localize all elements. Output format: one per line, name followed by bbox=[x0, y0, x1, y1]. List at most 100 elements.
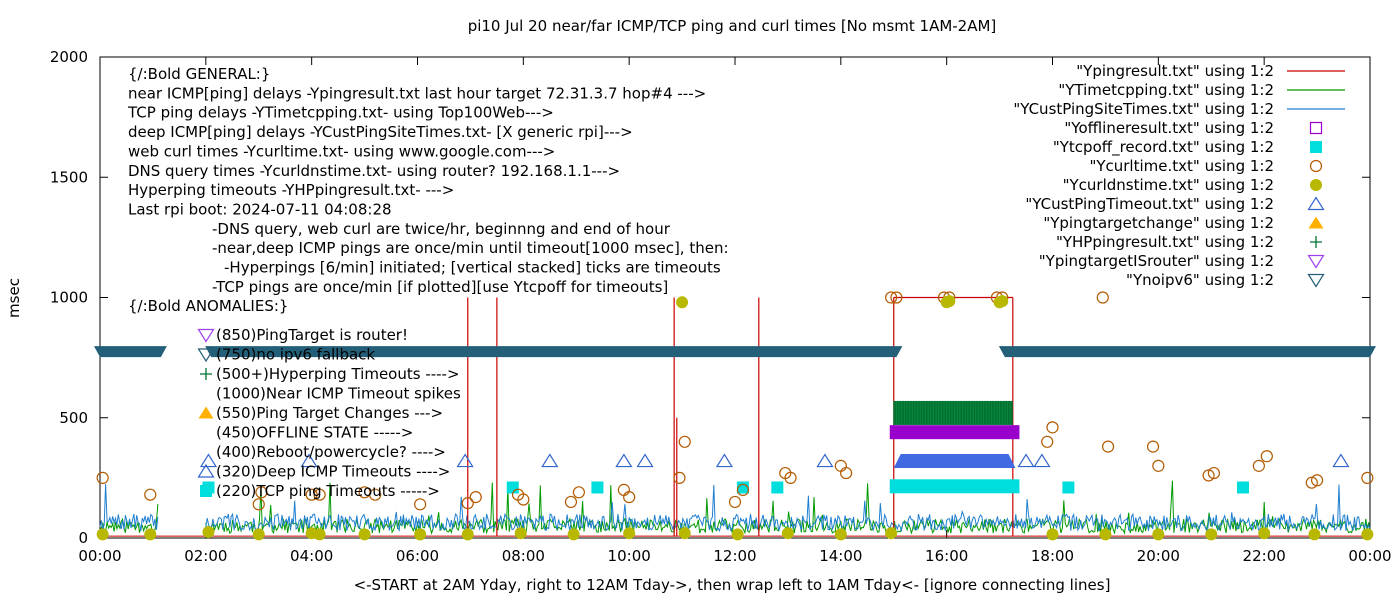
marker-ycurltime bbox=[784, 471, 797, 484]
marker-ycurldns bbox=[252, 528, 265, 541]
marker-ycurltime bbox=[255, 486, 268, 499]
marker-ycurldns bbox=[943, 295, 956, 308]
series-line-ycustping bbox=[99, 483, 1371, 533]
marker-ycurltime bbox=[96, 471, 109, 484]
legend-label: "Ycurldnstime.txt" using 1:2 bbox=[1063, 176, 1274, 194]
marker-ycustpingtimeout bbox=[541, 453, 559, 468]
x-tick-label: 22:00 bbox=[1243, 547, 1286, 565]
x-tick-label: 02:00 bbox=[184, 547, 227, 565]
annotation-line: DNS query times -Ycurldnstime.txt- using… bbox=[128, 162, 620, 180]
anomaly-symbol bbox=[200, 485, 212, 497]
marker-ycurltime bbox=[1207, 466, 1220, 480]
x-tick-label: 06:00 bbox=[396, 547, 439, 565]
anomaly-line: (750)no ipv6 fallback bbox=[216, 346, 375, 364]
anomaly-symbol bbox=[200, 368, 212, 380]
anomaly-line: (400)Reboot/powercycle? ----> bbox=[216, 443, 446, 461]
marker-ycurltime bbox=[1305, 476, 1318, 489]
marker-ycurldns bbox=[834, 528, 847, 541]
anomaly-line: (850)PingTarget is router! bbox=[216, 326, 408, 344]
marker-ycurldns bbox=[1361, 528, 1374, 541]
marker-ycustpingtimeout bbox=[300, 453, 318, 468]
marker-ycurldns bbox=[358, 528, 371, 541]
marker-ytcpoff bbox=[591, 481, 604, 494]
legend-label: "Ytcpoff_record.txt" using 1:2 bbox=[1053, 138, 1274, 157]
marker-ycurldns bbox=[623, 527, 636, 540]
annotation-line: -near,deep ICMP pings are once/min until… bbox=[212, 239, 729, 257]
marker-ycurltime bbox=[1041, 435, 1054, 448]
anomaly-symbol bbox=[197, 463, 215, 478]
marker-ytcpoff bbox=[506, 481, 519, 494]
marker-ycurltime bbox=[623, 491, 636, 504]
marker-ycurldns bbox=[1258, 527, 1271, 540]
marker-ycurldns bbox=[414, 528, 427, 541]
legend-symbol-ypingtargetchange bbox=[1308, 216, 1324, 229]
band-yoffline bbox=[889, 425, 1020, 440]
anomaly-symbol bbox=[197, 348, 215, 363]
annotation-line: {/:Bold ANOMALIES:} bbox=[128, 297, 288, 315]
x-tick-label: 04:00 bbox=[290, 547, 333, 565]
anomaly-line: (500+)Hyperping Timeouts ----> bbox=[216, 365, 460, 383]
marker-ycurldns bbox=[144, 528, 157, 541]
anomaly-line: (450)OFFLINE STATE -----> bbox=[216, 424, 413, 442]
annotation-line: {/:Bold GENERAL:} bbox=[128, 65, 270, 83]
y-tick-label: 2000 bbox=[50, 48, 88, 66]
y-tick-label: 500 bbox=[59, 409, 88, 427]
y-axis-label: msec bbox=[5, 278, 23, 318]
marker-ycustpingtimeout bbox=[715, 453, 733, 468]
plot-area: 0 500 1000 1500 2000 00:00 02:00 04:00 06:00 08:0… bbox=[50, 48, 1392, 565]
marker-ycurltime bbox=[1310, 474, 1324, 487]
legend-label: "Yofflineresult.txt" using 1:2 bbox=[1064, 119, 1274, 137]
x-tick-label: 20:00 bbox=[1137, 547, 1180, 565]
marker-ycurltime bbox=[305, 488, 318, 501]
marker-ycurltime bbox=[1260, 450, 1273, 463]
marker-ycurltime bbox=[564, 495, 578, 509]
marker-ycurltime bbox=[1096, 291, 1109, 304]
band-ynoipv6 bbox=[998, 346, 1376, 358]
marker-ycurltime bbox=[469, 491, 482, 504]
marker-ycurldns bbox=[1205, 528, 1218, 541]
x-tick-label: 16:00 bbox=[925, 547, 968, 565]
legend-symbol-ypingtargetisrouter bbox=[1307, 254, 1325, 269]
band-yhpping bbox=[893, 400, 1013, 425]
annotation-line: deep ICMP[ping] delays -YCustPingSiteTim… bbox=[128, 123, 633, 141]
legend-symbol-ycurltime bbox=[1309, 159, 1323, 173]
anomaly-symbol bbox=[198, 406, 214, 419]
annotation-line: near ICMP[ping] delays -Ypingresult.txt … bbox=[128, 84, 706, 102]
legend-label: "YCustPingSiteTimes.txt" using 1:2 bbox=[1013, 100, 1274, 118]
legend-symbol-ytcpoff bbox=[1310, 141, 1322, 153]
annotation-line: Hyperping timeouts -YHPpingresult.txt- -… bbox=[128, 181, 454, 199]
legend-label: "YpingtargetISrouter" using 1:2 bbox=[1039, 252, 1274, 270]
marker-ycurltime bbox=[1252, 459, 1265, 472]
y-tick-label: 1000 bbox=[50, 289, 88, 307]
marker-ycurltime bbox=[252, 498, 265, 511]
anomaly-line: (550)Ping Target Changes ---> bbox=[216, 404, 443, 422]
marker-ycurldns bbox=[1099, 528, 1112, 541]
marker-ytcpoff bbox=[1237, 481, 1249, 494]
marker-ycurltime bbox=[678, 435, 691, 448]
marker-ytcpoff bbox=[1062, 481, 1075, 494]
legend-symbol-ynoipv6 bbox=[1307, 273, 1325, 288]
marker-ycurldns bbox=[781, 527, 794, 540]
marker-ycustpingtimeout bbox=[615, 453, 633, 468]
annotation-line: web curl times -Ycurltime.txt- using www… bbox=[128, 142, 555, 160]
marker-ycurltime bbox=[673, 471, 686, 484]
band-ynoipv6 bbox=[205, 346, 903, 358]
marker-ycurltime bbox=[517, 493, 530, 506]
marker-ycurldns bbox=[676, 296, 689, 309]
marker-ytcpoff bbox=[771, 481, 784, 494]
marker-ycustpingtimeout bbox=[456, 453, 474, 468]
annotation-line: -DNS query, web curl are twice/hr, begin… bbox=[212, 220, 671, 238]
legend-label: "Ypingtargetchange" using 1:2 bbox=[1043, 214, 1274, 232]
marker-ycurldns bbox=[514, 527, 527, 540]
annotation-line: -TCP pings are once/min [if plotted][use… bbox=[212, 278, 668, 296]
marker-ycurltime bbox=[1202, 469, 1215, 482]
y-tick-label: 0 bbox=[78, 529, 88, 547]
legend-symbol-yhpping bbox=[1310, 236, 1322, 248]
anomaly-symbol bbox=[197, 328, 215, 343]
x-tick-label: 14:00 bbox=[819, 547, 862, 565]
legend-label: "Ycurltime.txt" using 1:2 bbox=[1089, 157, 1274, 175]
marker-ycurltime bbox=[572, 486, 585, 499]
marker-ycurldns bbox=[1308, 528, 1321, 541]
marker-ycurltime bbox=[736, 483, 750, 496]
marker-ycurldns bbox=[461, 528, 474, 541]
